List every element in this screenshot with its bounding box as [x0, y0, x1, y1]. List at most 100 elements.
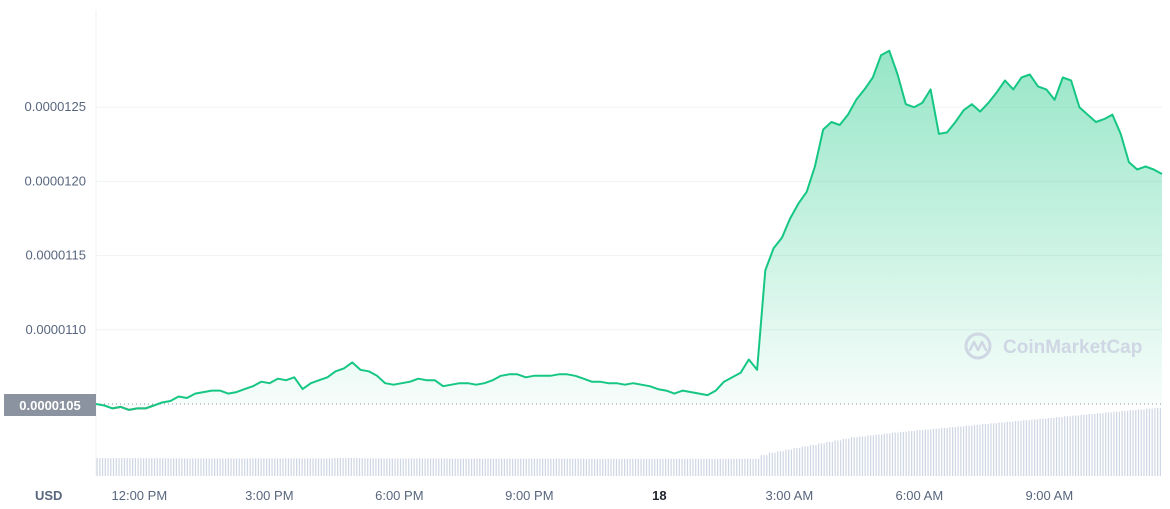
volume-bar [520, 458, 522, 476]
volume-bar [386, 458, 388, 476]
volume-bar [979, 424, 981, 476]
volume-bar [1006, 421, 1008, 476]
volume-bar [153, 458, 156, 476]
volume-bar [432, 458, 434, 476]
volume-bar [298, 458, 300, 476]
volume-bar [747, 458, 749, 476]
volume-bar [492, 458, 495, 476]
volume-bar [976, 424, 978, 476]
volume-bar [697, 458, 700, 476]
volume-bar [145, 458, 147, 476]
volume-bar [736, 458, 738, 476]
volume-bar [665, 458, 667, 476]
volume-bar [632, 458, 634, 476]
volume-bar [104, 458, 106, 476]
volume-bar [1080, 414, 1082, 476]
volume-bar [350, 458, 352, 476]
volume-bar [279, 458, 281, 476]
volume-bar [842, 438, 844, 476]
volume-bar [306, 458, 309, 476]
volume-bar [522, 458, 525, 476]
volume-bar [205, 458, 208, 476]
volume-bar [580, 458, 582, 476]
y-axis: 0.0000125 0.0000120 0.0000115 0.0000110 [25, 99, 86, 337]
volume-bar [629, 458, 631, 476]
volume-bar [848, 438, 850, 476]
volume-bar [495, 458, 497, 476]
volume-bar [440, 458, 443, 476]
volume-bar [1031, 419, 1033, 476]
volume-bar [938, 428, 940, 476]
volume-bar [987, 424, 989, 476]
volume-bar [399, 458, 402, 476]
volume-bar [451, 458, 454, 476]
volume-bar [880, 434, 883, 476]
volume-bar [839, 440, 842, 476]
volume-bar [304, 458, 306, 476]
volume-bar [1091, 414, 1093, 476]
volume-bar [506, 458, 508, 476]
volume-bar [1069, 416, 1071, 476]
volume-bar [949, 427, 951, 476]
volume-bar [995, 423, 997, 476]
volume-bar [968, 425, 970, 476]
volume-bar [982, 424, 984, 476]
volume-bar [1113, 411, 1115, 476]
volume-bar [162, 458, 164, 476]
volume-bar [238, 458, 240, 476]
volume-bar [290, 458, 292, 476]
volume-bar [667, 458, 669, 476]
volume-bar [164, 458, 167, 476]
volume-bars [96, 407, 1161, 476]
volume-bar [689, 458, 691, 476]
currency-label: USD [35, 488, 62, 503]
volume-bar [634, 458, 637, 476]
y-tick-label: 0.0000125 [25, 99, 86, 114]
volume-bar [708, 458, 710, 476]
volume-bar [921, 430, 924, 476]
volume-bar [1023, 420, 1025, 476]
volume-bar [479, 458, 481, 476]
volume-bar [618, 458, 620, 476]
volume-bar [1020, 420, 1022, 476]
volume-bar [378, 458, 380, 476]
volume-bar [927, 429, 929, 476]
volume-bar [1064, 416, 1066, 476]
volume-bar [137, 458, 139, 476]
x-tick-label: 6:00 AM [895, 488, 943, 503]
volume-bar [673, 458, 675, 476]
volume-bar [788, 449, 790, 476]
volume-bar [1102, 413, 1104, 476]
volume-bar [429, 458, 432, 476]
current-price-label-text: 0.0000105 [19, 398, 80, 413]
price-line [95, 49, 1163, 411]
volume-bar [716, 458, 719, 476]
volume-bar [932, 428, 935, 476]
volume-bar [101, 458, 104, 476]
volume-bar [358, 458, 361, 476]
volume-bar [850, 437, 853, 476]
volume-bar [1050, 417, 1052, 476]
volume-bar [132, 458, 134, 476]
volume-bar [380, 458, 382, 476]
volume-bar [943, 427, 946, 476]
volume-bar [465, 458, 467, 476]
volume-bar [960, 426, 962, 476]
volume-bar [613, 458, 615, 476]
volume-bar [883, 433, 885, 476]
volume-bar [1053, 417, 1055, 476]
volume-bar [1055, 417, 1058, 476]
volume-bar [790, 449, 792, 476]
volume-bar [353, 458, 355, 476]
volume-bar [1012, 421, 1014, 476]
x-tick-label: 6:00 PM [375, 488, 423, 503]
volume-bar [744, 458, 746, 476]
volume-bar [624, 458, 626, 476]
volume-bar [203, 458, 205, 476]
volume-bar [626, 458, 628, 476]
volume-bar [853, 437, 855, 476]
volume-bar [1044, 418, 1047, 476]
volume-bar [733, 458, 735, 476]
volume-bar [911, 431, 913, 476]
volume-bar [487, 458, 489, 476]
